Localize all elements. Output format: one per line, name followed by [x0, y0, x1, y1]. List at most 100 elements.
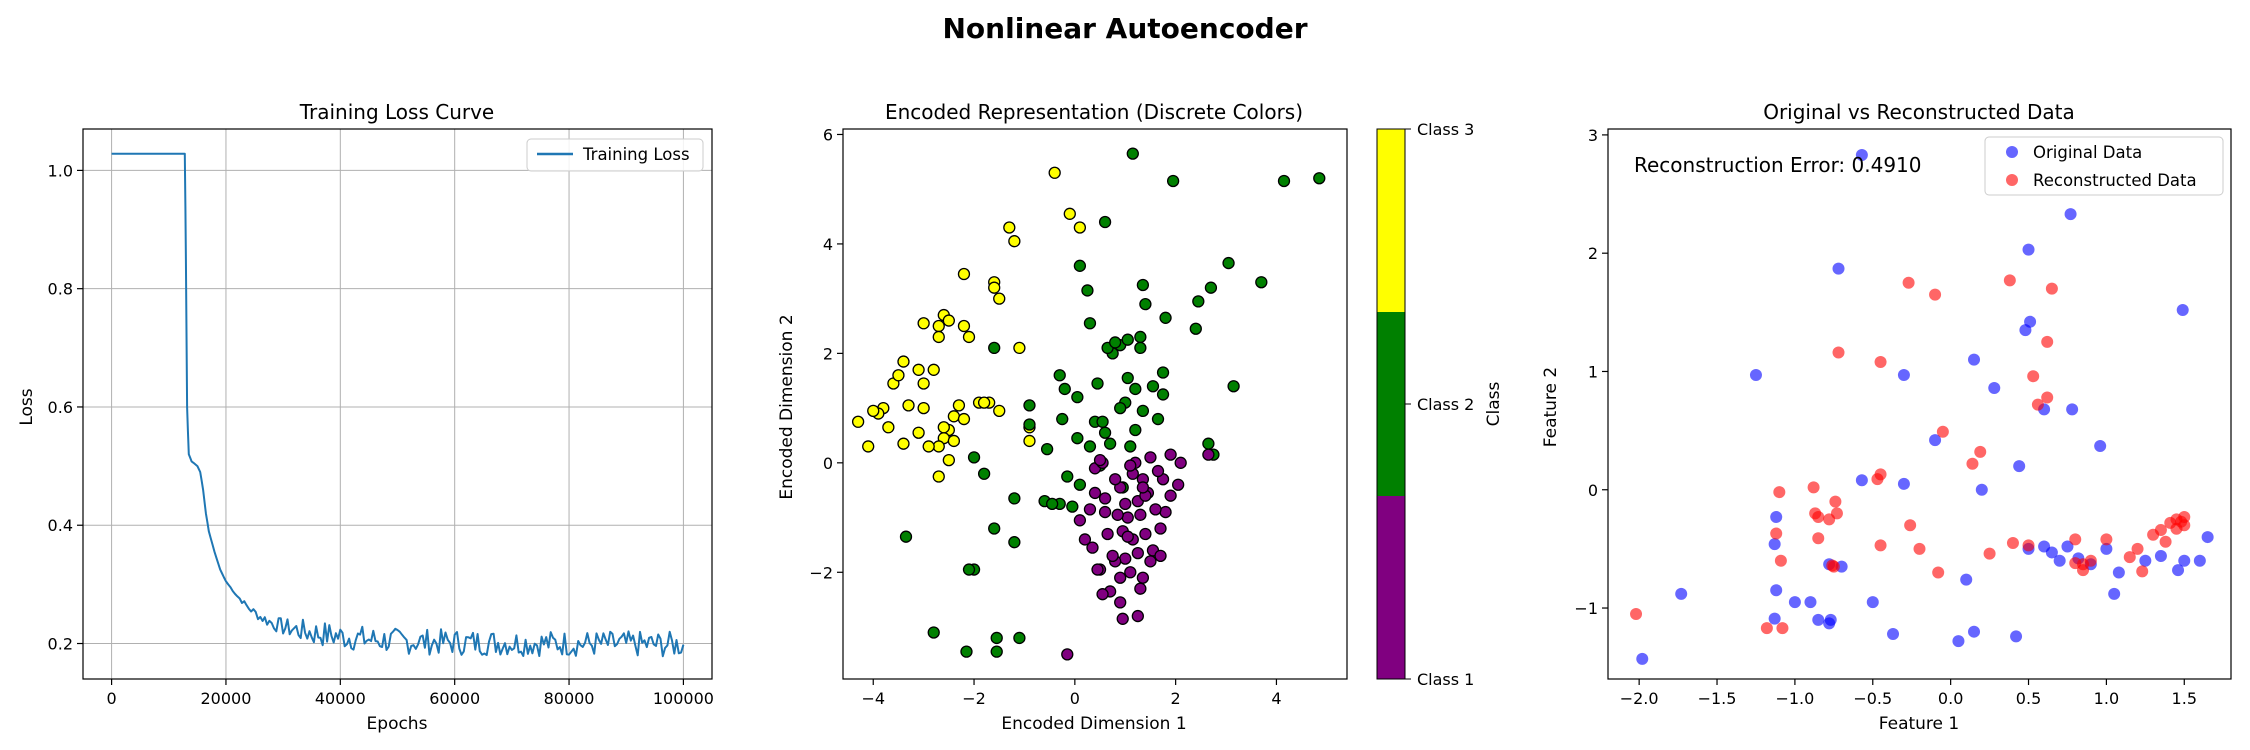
colorbar-label-class-3: Class 3: [1417, 120, 1474, 139]
point-reconstructed-data: [1932, 566, 1945, 579]
y-tick-label: 0.6: [48, 398, 73, 417]
point-class-3: [1013, 341, 1026, 355]
point-class-2: [1081, 284, 1094, 297]
point-original-data: [2108, 587, 2121, 600]
point-class-3: [957, 319, 971, 333]
point-reconstructed-data: [2100, 533, 2113, 546]
point-original-data: [1749, 369, 1762, 382]
point-class-2: [1227, 380, 1240, 393]
point-class-3: [917, 317, 930, 330]
point-class-2: [1129, 423, 1142, 437]
y-tick-label: 3: [1588, 126, 1598, 145]
panel-3-xlabel: Feature 1: [1879, 714, 1959, 734]
point-class-1: [1101, 527, 1114, 541]
point-class-2: [1136, 278, 1150, 292]
point-class-3: [912, 363, 925, 376]
point-class-2: [988, 522, 1001, 535]
point-reconstructed-data: [1770, 527, 1783, 540]
point-class-2: [1121, 371, 1134, 385]
point-class-3: [1008, 235, 1021, 248]
point-class-1: [1131, 546, 1144, 560]
point-class-1: [1124, 566, 1137, 579]
point-reconstructed-data: [2045, 282, 2058, 295]
point-class-1: [1098, 492, 1112, 505]
point-reconstructed-data: [2123, 551, 2136, 564]
point-class-1: [1131, 609, 1144, 623]
panel-2-ylabel: Encoded Dimension 2: [777, 314, 797, 499]
point-class-2: [1156, 366, 1170, 379]
point-class-3: [977, 396, 991, 409]
point-original-data: [2193, 554, 2206, 567]
point-original-data: [1887, 628, 1900, 641]
point-class-1: [1149, 503, 1162, 516]
point-class-3: [851, 415, 865, 428]
panel-2-title: Encoded Representation (Discrete Colors): [885, 100, 1303, 124]
colorbar-label-class-1: Class 1: [1417, 670, 1474, 689]
panel-training-loss: Training Loss Curve Epochs Loss 0 20000 40…: [17, 100, 714, 734]
axes-frame: [842, 128, 1348, 680]
point-original-data: [1788, 596, 1801, 609]
point-class-1: [1134, 582, 1147, 595]
x-tick-label: 2: [1171, 689, 1181, 708]
point-original-data: [2139, 554, 2152, 567]
point-class-1: [1061, 648, 1074, 661]
y-tick-label: 0: [1588, 481, 1598, 500]
point-class-2: [1114, 401, 1127, 415]
point-class-1: [1164, 489, 1177, 502]
point-class-2: [1098, 426, 1112, 439]
point-class-2: [899, 530, 913, 543]
point-class-2: [927, 626, 940, 639]
point-class-1: [1083, 503, 1097, 516]
point-class-2: [1071, 391, 1084, 404]
point-class-2: [1313, 172, 1326, 185]
point-class-2: [977, 467, 991, 480]
point-original-data: [2201, 531, 2214, 544]
point-reconstructed-data: [2136, 565, 2149, 578]
point-class-1: [1144, 555, 1157, 568]
point-class-1: [1114, 596, 1127, 609]
point-class-3: [867, 404, 880, 417]
point-reconstructed-data: [2069, 533, 2082, 546]
x-tick-label: 1.0: [2094, 689, 2119, 708]
point-class-3: [962, 330, 976, 344]
y-tick-label: 2: [823, 344, 833, 363]
x-tick-label: 0: [1070, 689, 1080, 708]
point-reconstructed-data: [1807, 481, 1820, 494]
point-class-1: [1202, 448, 1215, 461]
y-tick-label: 1.0: [48, 161, 73, 180]
point-class-1: [1119, 552, 1132, 565]
point-class-2: [1166, 174, 1180, 188]
x-tick-label: −4: [861, 689, 885, 708]
point-class-1: [1121, 511, 1134, 524]
x-tick-label: 0.5: [2016, 689, 2041, 708]
point-class-3: [1063, 207, 1076, 220]
point-original-data: [1897, 369, 1910, 382]
point-original-data: [1812, 613, 1825, 626]
point-class-2: [1008, 536, 1021, 549]
y-tick-label: −1: [1574, 599, 1598, 618]
x-tick-label: −1.0: [1775, 689, 1814, 708]
point-class-2: [1159, 311, 1172, 324]
point-reconstructed-data: [2031, 398, 2044, 411]
point-original-data: [2053, 554, 2066, 567]
point-class-2: [967, 451, 981, 464]
point-class-2: [1126, 147, 1139, 160]
panel-1-title: Training Loss Curve: [299, 100, 495, 124]
point-class-3: [1048, 166, 1061, 179]
legend-label-original-data: Original Data: [2033, 143, 2142, 162]
point-class-3: [937, 421, 950, 434]
point-reconstructed-data: [1966, 457, 1979, 470]
point-class-2: [1189, 322, 1202, 335]
point-original-data: [2019, 324, 2032, 337]
point-class-3: [892, 369, 905, 382]
point-original-data: [1855, 149, 1868, 162]
point-class-1: [1088, 486, 1102, 500]
point-class-2: [960, 645, 973, 658]
point-original-data: [2112, 566, 2125, 579]
point-reconstructed-data: [2131, 542, 2144, 555]
x-tick-label: −0.5: [1853, 689, 1892, 708]
colorbar-class-2-segment: [1377, 312, 1405, 496]
point-reconstructed-data: [1983, 547, 1996, 560]
point-class-2: [1124, 440, 1137, 453]
point-reconstructed-data: [1832, 346, 1845, 359]
